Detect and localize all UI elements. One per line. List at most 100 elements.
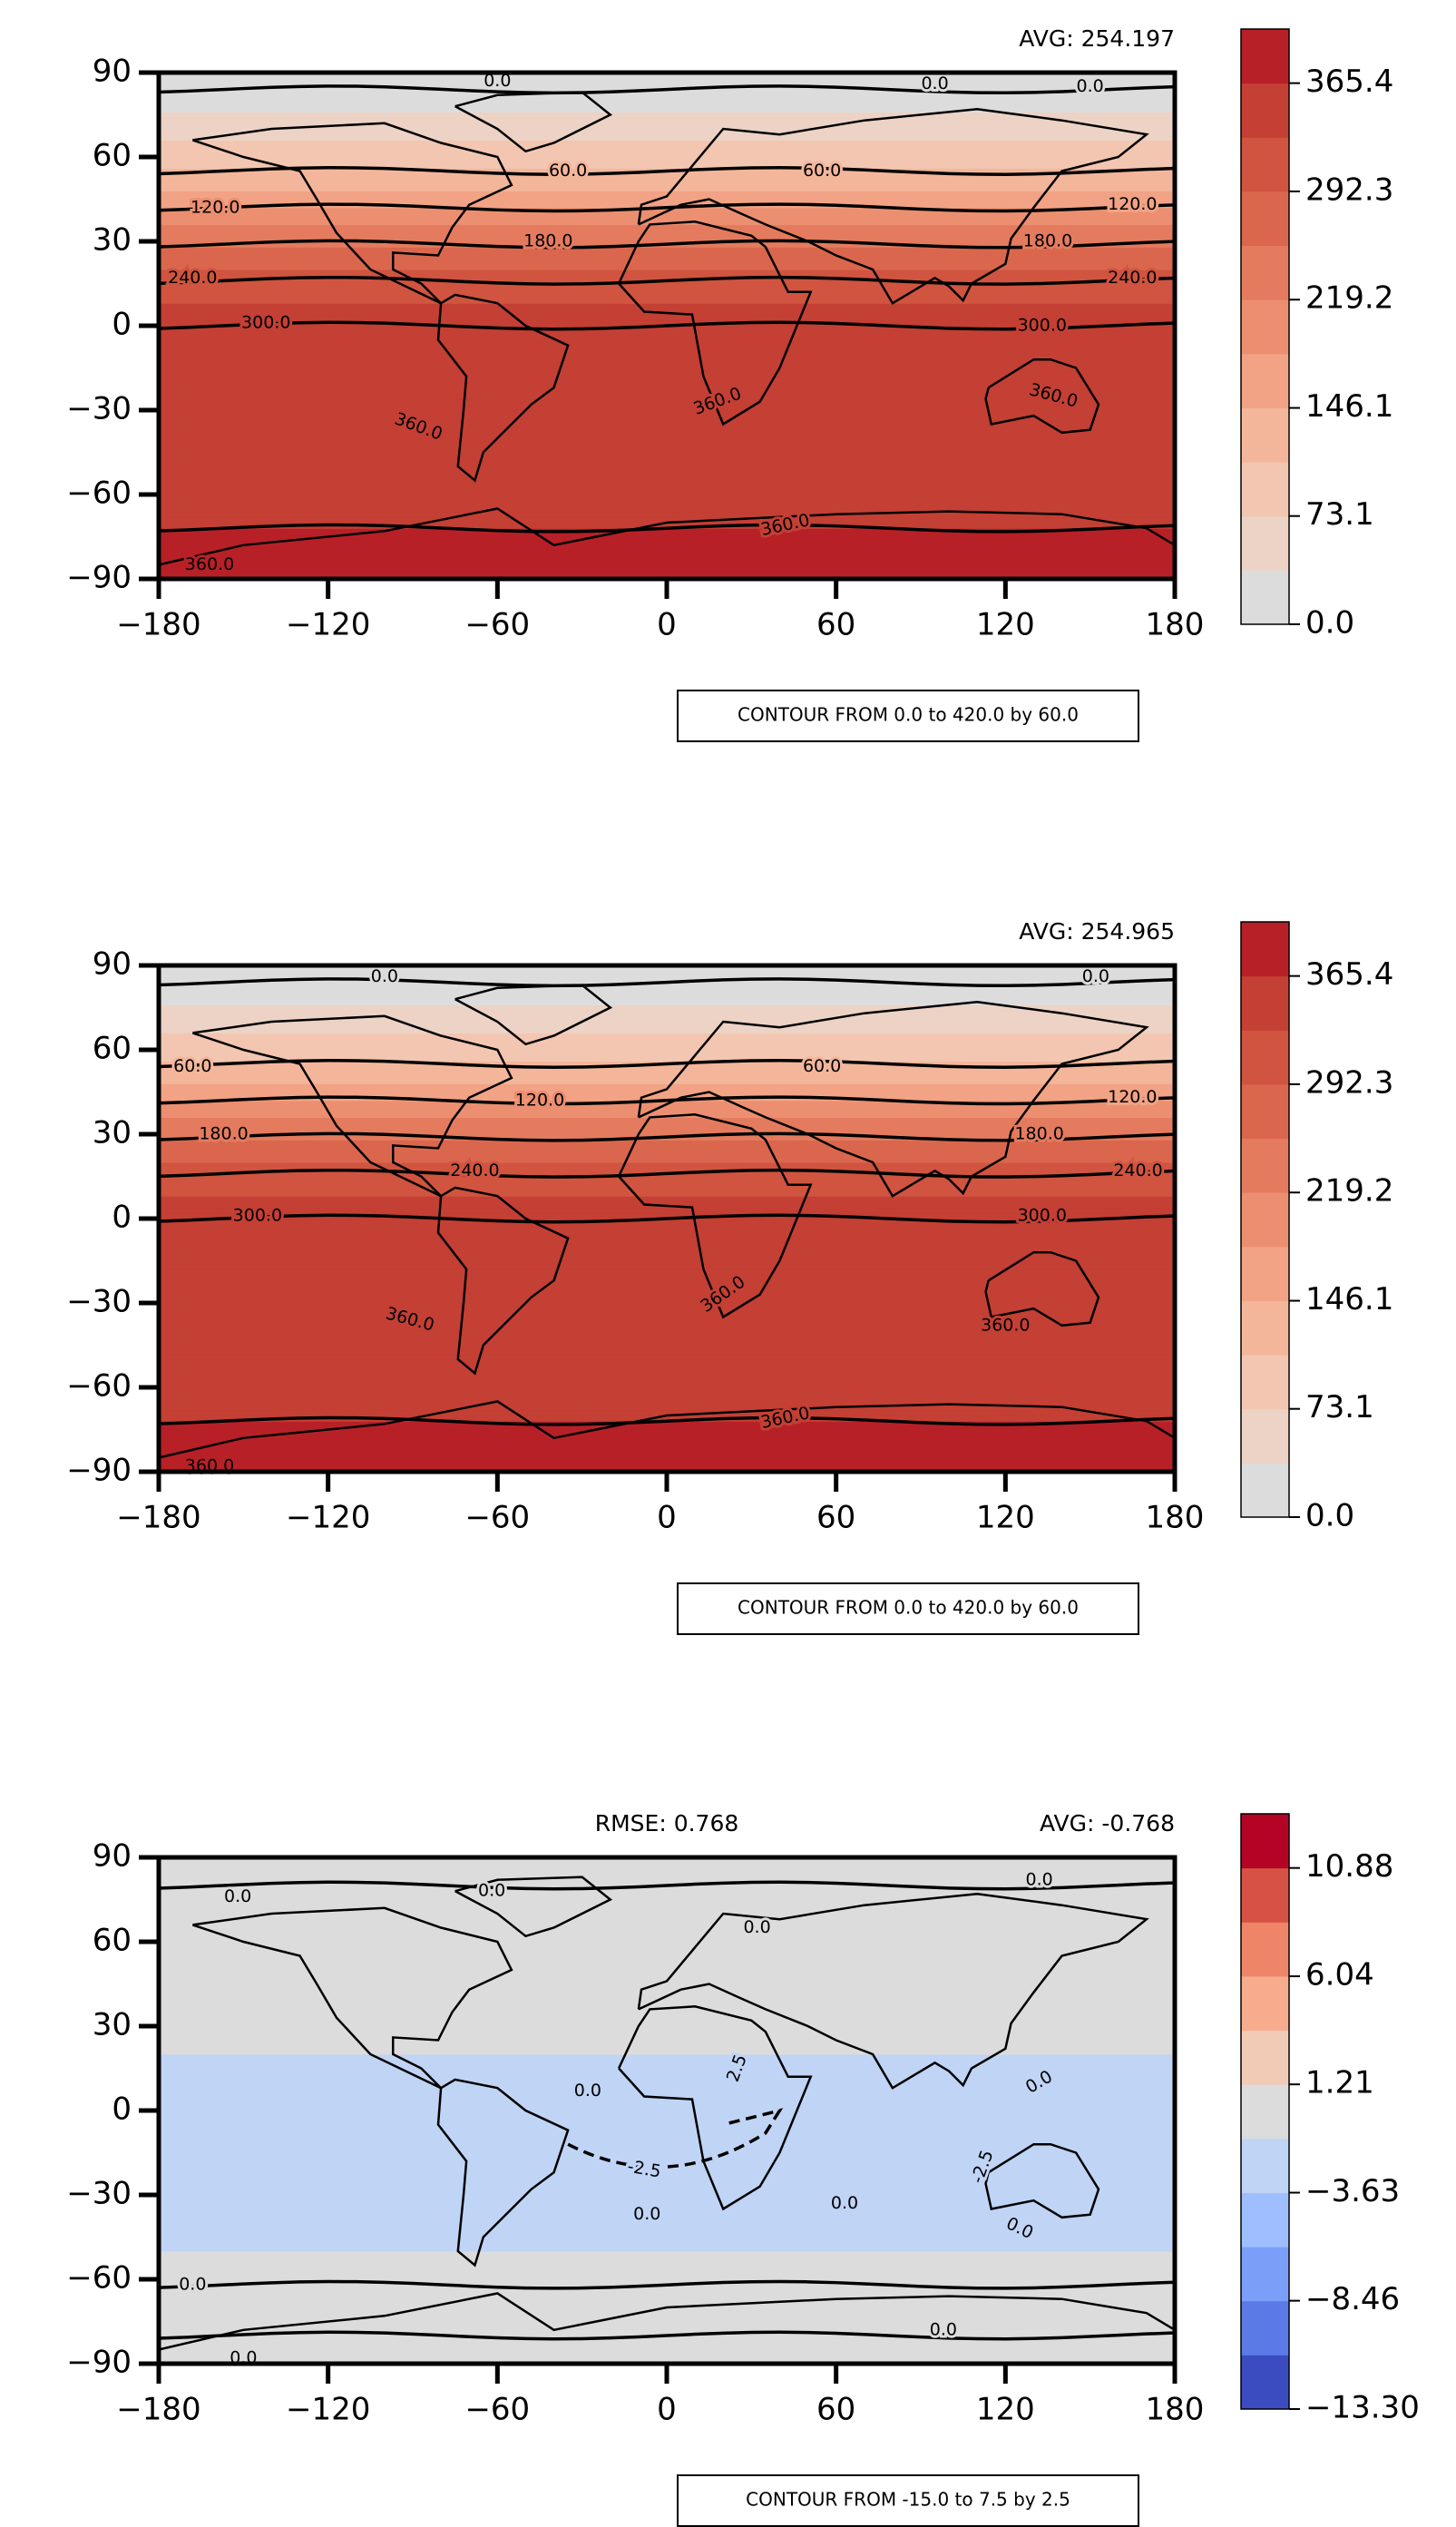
coastline [984, 2142, 1100, 2219]
colorbar-band [1241, 1355, 1289, 1410]
field-band [159, 303, 1175, 309]
colorbar-band [1241, 299, 1289, 355]
y-tick-label: 60 [93, 138, 132, 174]
field-band [159, 534, 1175, 541]
colorbar-band [1241, 407, 1289, 463]
field-band [159, 286, 1175, 293]
colorbar-tick-label: −3.63 [1305, 2173, 1400, 2209]
field-band [159, 1140, 1175, 1146]
field-band [159, 1291, 1175, 1298]
colorbar-band [1241, 83, 1289, 138]
field-band [159, 398, 1175, 406]
field-band [159, 1072, 1175, 1079]
contour-info-box [677, 1582, 1139, 1635]
field-band [159, 342, 1175, 349]
field-band [159, 2318, 1175, 2326]
x-tick-label: 120 [976, 2392, 1035, 2428]
contour-line [158, 320, 1176, 331]
field-band [159, 516, 1175, 524]
field-band [159, 117, 1175, 124]
x-tick-label: 0 [657, 607, 677, 643]
colorbar-band [1241, 570, 1289, 625]
field-band [159, 1891, 1175, 1897]
field-band [159, 2200, 1175, 2207]
field-band [159, 2076, 1175, 2083]
field-band [159, 1027, 1175, 1033]
colorbar-band [1241, 2300, 1289, 2356]
colorbar-band [1241, 245, 1289, 300]
field-band [159, 326, 1175, 332]
coastline [191, 1014, 513, 1198]
colorbar-band [1241, 975, 1289, 1031]
field-band [159, 1078, 1175, 1084]
x-tick-label: 180 [1146, 2392, 1205, 2428]
field-band [159, 387, 1175, 394]
field-band [159, 1460, 1175, 1467]
field-band [159, 2223, 1175, 2229]
contour-info-box [677, 690, 1139, 742]
x-tick-label: 60 [816, 607, 855, 643]
field-band [159, 252, 1175, 260]
field-band [159, 449, 1175, 456]
field-band [159, 444, 1175, 450]
y-tick-label: 90 [93, 1838, 132, 1875]
field-band [159, 2014, 1175, 2022]
contour-label: 240.0 [168, 268, 217, 288]
contour-line [158, 977, 1176, 988]
contour-line [158, 1213, 1176, 1224]
field-band [159, 523, 1175, 529]
field-band [159, 1145, 1175, 1152]
y-tick-label: 90 [93, 54, 132, 90]
colorbar-band [1241, 2084, 1289, 2140]
field-band [159, 1252, 1175, 1259]
coastline [617, 2005, 813, 2211]
coastline [454, 984, 613, 1046]
field-band [159, 140, 1175, 147]
coastline [984, 1250, 1100, 1327]
field-band [159, 2054, 1175, 2061]
field-band [159, 370, 1175, 377]
field-band [159, 1219, 1175, 1225]
field-band [159, 438, 1175, 445]
y-tick-label: −60 [66, 1368, 132, 1405]
coastline [637, 1001, 1149, 1198]
contour-label: 0.0 [1026, 1869, 1053, 1889]
field-band [159, 2245, 1175, 2252]
field-band [159, 1173, 1175, 1180]
field-band [159, 2178, 1175, 2185]
field-band [159, 999, 1175, 1005]
field-band [159, 1240, 1175, 1248]
field-band [159, 2116, 1175, 2122]
field-band [159, 1930, 1175, 1937]
field-band [159, 404, 1175, 411]
field-band [159, 1325, 1175, 1332]
x-tick-label: 60 [816, 1500, 855, 1536]
y-tick-label: 0 [112, 1200, 132, 1236]
field-band [159, 1964, 1175, 1971]
field-band [159, 1421, 1175, 1427]
field-band [159, 179, 1175, 186]
field-band [159, 2071, 1175, 2078]
coastline [984, 358, 1100, 435]
field-band [159, 2127, 1175, 2134]
x-tick-label: 180 [1146, 607, 1205, 643]
field-band [159, 1454, 1175, 1462]
colorbar-tick-label: 0.0 [1305, 605, 1354, 642]
x-tick-label: −180 [116, 607, 200, 643]
field-band [159, 2234, 1175, 2241]
field-band [159, 1308, 1175, 1315]
field-band [159, 185, 1175, 191]
field-band [159, 359, 1175, 366]
y-tick-label: 30 [93, 2007, 132, 2043]
field-band [159, 505, 1175, 513]
field-band [159, 1947, 1175, 1954]
colorbar-tick-label: 365.4 [1305, 64, 1393, 100]
colorbar-frame [1240, 921, 1290, 1518]
contour-label: 60.0 [803, 1056, 841, 1076]
field-band [159, 247, 1175, 253]
field-band [159, 2037, 1175, 2044]
field-band [159, 275, 1175, 281]
colorbar-band [1241, 1030, 1289, 1085]
field-band [159, 1015, 1175, 1023]
